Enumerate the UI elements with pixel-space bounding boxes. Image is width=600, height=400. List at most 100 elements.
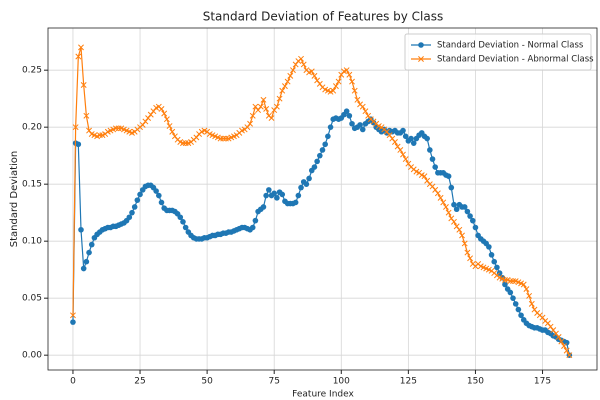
legend-box (404, 33, 592, 71)
marker (284, 78, 291, 85)
marker (260, 96, 267, 103)
marker (467, 255, 474, 262)
marker (252, 217, 259, 224)
marker (405, 160, 412, 167)
marker (370, 119, 377, 126)
marker (273, 103, 280, 110)
legend: Standard Deviation - Normal Class Standar… (404, 33, 594, 71)
y-tick-label: 0.20 (22, 123, 42, 133)
marker (453, 206, 460, 213)
marker (70, 312, 76, 319)
marker (448, 215, 455, 222)
marker (80, 265, 87, 272)
marker (408, 135, 414, 142)
marker (83, 112, 90, 119)
marker (432, 186, 439, 193)
marker (400, 127, 406, 134)
marker (156, 192, 162, 199)
marker (75, 53, 82, 60)
marker (442, 204, 449, 210)
y-tick-label: 0.00 (22, 351, 42, 361)
marker (555, 333, 562, 340)
plot-frame (47, 27, 598, 371)
x-tick-label: 50 (201, 377, 213, 387)
marker (427, 147, 433, 153)
marker (424, 135, 430, 142)
marker (359, 126, 366, 133)
marker (217, 135, 224, 142)
marker (139, 121, 146, 128)
marker (134, 197, 141, 203)
marker (507, 289, 514, 296)
legend-marker (418, 56, 424, 62)
marker (510, 295, 516, 301)
marker (268, 115, 275, 122)
marker (445, 209, 452, 216)
marker (494, 264, 500, 271)
series-line (72, 47, 570, 356)
marker (292, 199, 299, 206)
marker (169, 128, 176, 135)
marker (131, 204, 138, 210)
marker (539, 314, 546, 321)
marker (526, 292, 533, 299)
marker (445, 173, 452, 179)
marker (472, 224, 479, 231)
marker (357, 122, 363, 128)
marker (550, 327, 557, 334)
marker (193, 134, 200, 141)
marker (410, 140, 417, 146)
marker (429, 183, 436, 190)
marker (461, 204, 468, 210)
marker (343, 108, 350, 115)
marker (247, 120, 254, 127)
marker (260, 204, 267, 210)
marker (279, 191, 286, 198)
marker (182, 224, 189, 231)
marker (386, 132, 393, 139)
marker (389, 135, 396, 142)
marker (330, 87, 337, 94)
marker (362, 108, 369, 115)
marker (311, 72, 318, 79)
marker (349, 120, 355, 127)
marker (80, 82, 87, 88)
legend-label: Standard Deviation - Normal Class (437, 41, 584, 51)
marker (332, 83, 339, 90)
series (70, 108, 573, 358)
marker (354, 96, 361, 103)
marker (467, 213, 473, 219)
marker (383, 128, 390, 135)
marker (432, 164, 438, 170)
x-tick-label: 100 (333, 377, 350, 387)
marker (263, 105, 270, 112)
marker (115, 125, 122, 132)
marker (349, 78, 355, 85)
marker (402, 133, 409, 140)
marker (518, 312, 524, 319)
marker (451, 201, 457, 208)
marker (70, 319, 76, 325)
marker (158, 199, 165, 206)
marker (359, 103, 366, 110)
marker (544, 320, 551, 327)
marker (83, 258, 90, 265)
marker (421, 173, 428, 180)
marker (502, 281, 508, 288)
marker (266, 187, 272, 193)
marker (263, 192, 269, 199)
marker (469, 217, 476, 224)
y-tick-label: 0.05 (22, 294, 42, 304)
marker (171, 133, 178, 140)
marker (552, 330, 559, 337)
marker (311, 164, 318, 170)
series (70, 44, 573, 359)
marker (306, 175, 312, 182)
marker (400, 151, 406, 158)
marker (531, 306, 538, 313)
marker (394, 143, 401, 150)
marker (303, 181, 310, 187)
marker (271, 107, 278, 114)
marker (325, 133, 331, 140)
marker (300, 61, 307, 68)
